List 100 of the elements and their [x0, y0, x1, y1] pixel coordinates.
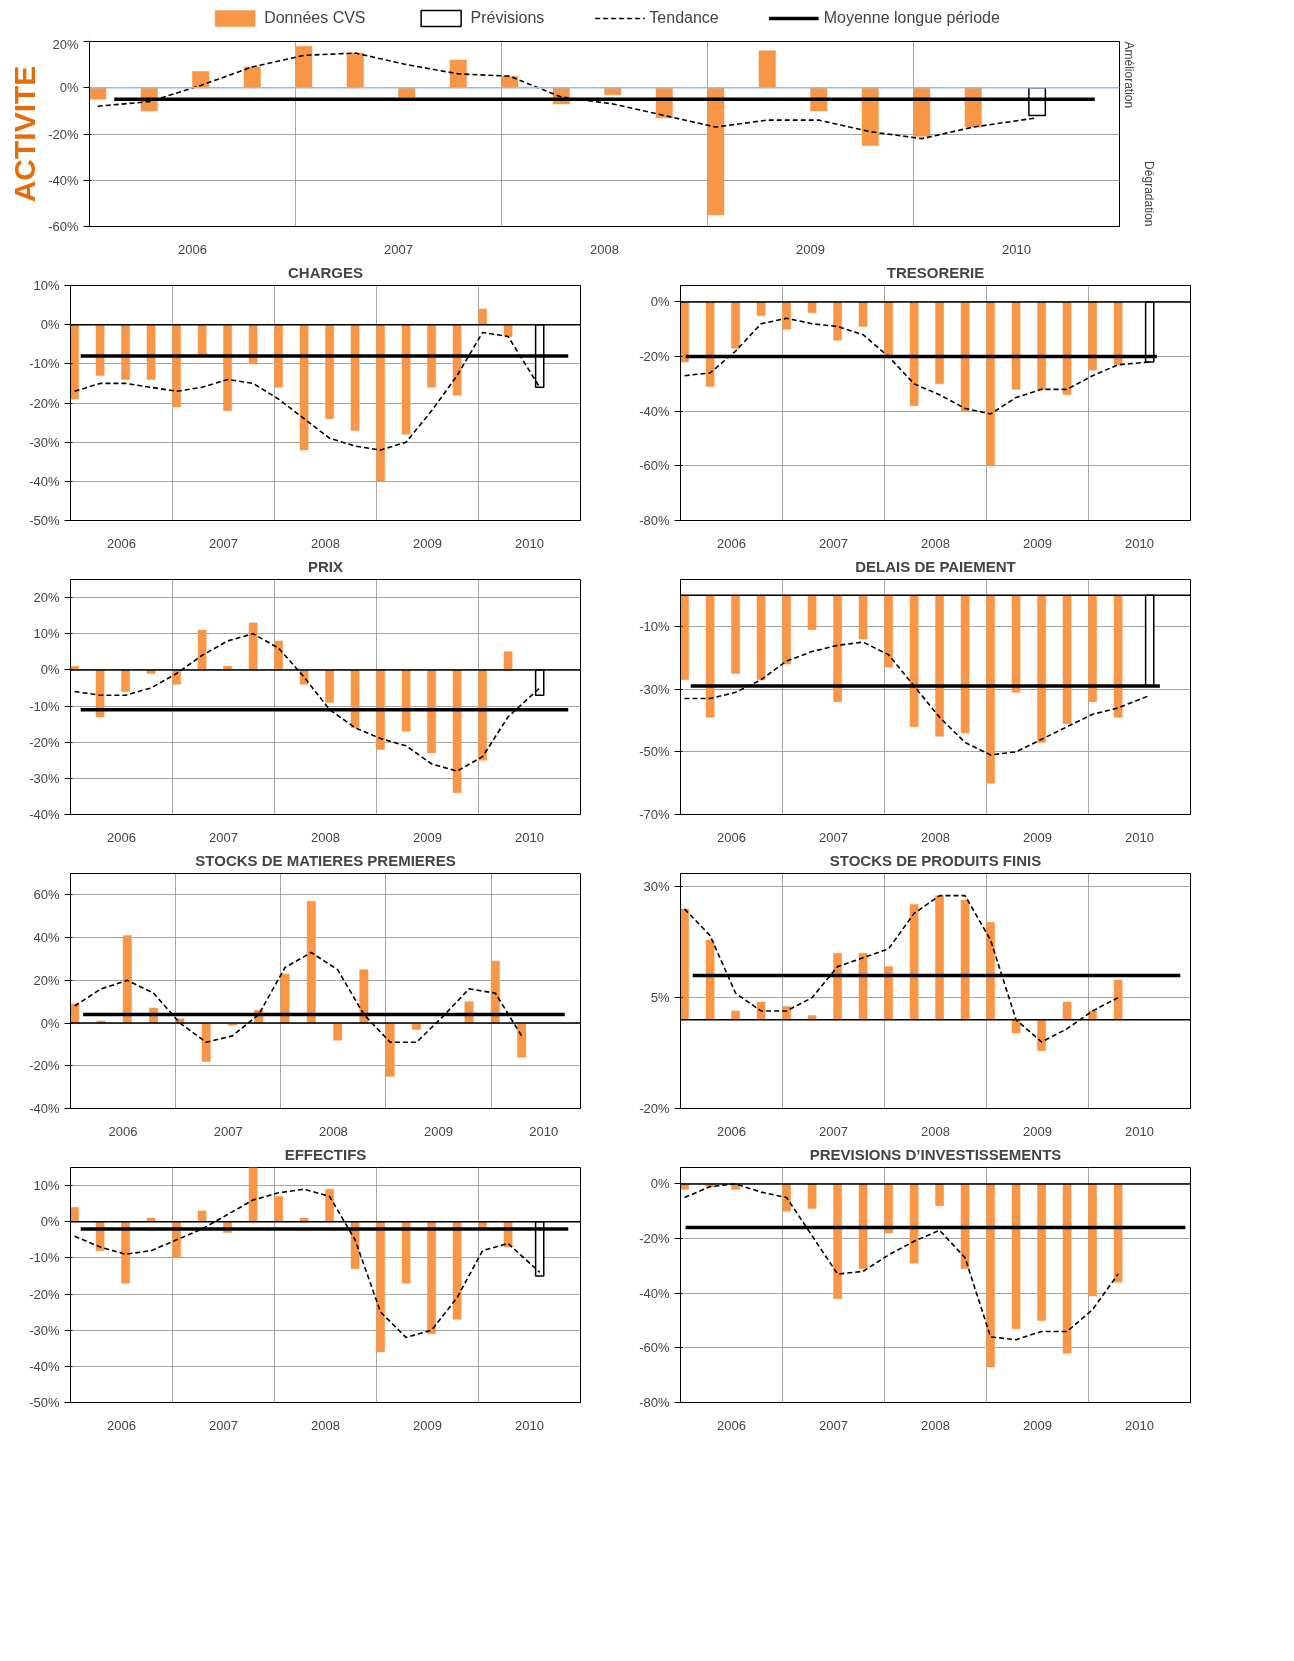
chart-title: DELAIS DE PAIEMENT	[855, 557, 1016, 575]
y-tick-label: -10%	[29, 1250, 60, 1266]
y-tick-label: 0%	[650, 294, 670, 310]
x-tick-label: 2006	[108, 1123, 138, 1139]
y-tick-label: -60%	[639, 458, 670, 474]
text: Dégradation	[1141, 161, 1156, 227]
x-tick-label: 2010	[515, 829, 544, 845]
x-tick-label: 2006	[717, 1123, 746, 1139]
y-tick-label: 0%	[40, 662, 60, 678]
y-tick-label: -30%	[639, 681, 670, 697]
bar	[295, 45, 313, 88]
x-tick-label: 2008	[921, 535, 950, 551]
y-tick-label: -50%	[639, 744, 670, 760]
x-tick-label: 2008	[921, 829, 950, 845]
y-tick-label: -50%	[29, 513, 60, 528]
x-tick-label: 2008	[311, 829, 340, 845]
x-tick-label: 2009	[424, 1123, 453, 1139]
y-tick-label: -60%	[639, 1340, 670, 1356]
x-tick-label: 2008	[921, 1417, 950, 1433]
y-tick-label: 10%	[33, 626, 60, 642]
x-tick-label: 2007	[384, 241, 413, 257]
bar	[707, 87, 725, 216]
bar	[913, 87, 931, 137]
y-tick-label: 30%	[643, 879, 670, 895]
legend-label: Prévisions	[470, 9, 545, 27]
x-tick-label: 2006	[107, 1417, 136, 1433]
legend-label: Moyenne longue période	[823, 9, 1000, 27]
y-tick-label: 10%	[33, 278, 60, 293]
y-tick-label: 20%	[52, 36, 79, 52]
chart-title: EFFECTIFS	[284, 1145, 367, 1163]
x-tick-label: 2007	[819, 1417, 848, 1433]
x-tick-label: 2008	[921, 1123, 950, 1139]
legend-label: Données CVS	[264, 9, 366, 27]
x-tick-label: 2006	[178, 241, 207, 257]
x-tick-label: 2007	[819, 535, 848, 551]
y-tick-label: -40%	[29, 473, 60, 489]
y-tick-label: -50%	[29, 1395, 60, 1410]
y-tick-label: -20%	[29, 1058, 60, 1074]
y-tick-label: -20%	[639, 349, 670, 365]
x-tick-label: 2010	[1125, 535, 1154, 551]
y-tick-label: 10%	[33, 1178, 60, 1194]
y-tick-label: -20%	[639, 1101, 670, 1116]
y-tick-label: -20%	[29, 395, 60, 411]
y-tick-label: -10%	[639, 619, 670, 634]
x-tick-label: 2009	[413, 1417, 442, 1433]
y-tick-label: 0%	[40, 1015, 60, 1031]
y-tick-label: 40%	[33, 930, 60, 946]
x-tick-label: 2010	[515, 1417, 544, 1433]
x-tick-label: 2010	[1125, 1417, 1154, 1433]
text: ACTIVITE	[7, 65, 41, 203]
chart-title: PRIX	[308, 557, 344, 575]
y-tick-label: -60%	[48, 219, 79, 234]
y-tick-label: -30%	[29, 1322, 60, 1338]
bar	[758, 50, 776, 88]
y-tick-label: 20%	[33, 972, 60, 988]
x-tick-label: 2008	[311, 1417, 340, 1433]
y-tick-label: 5%	[650, 990, 670, 1006]
x-tick-label: 2008	[590, 241, 619, 257]
x-tick-label: 2007	[819, 1123, 848, 1139]
y-tick-label: -80%	[639, 1395, 670, 1410]
x-tick-label: 2007	[209, 535, 238, 551]
bar	[861, 87, 879, 146]
y-tick-label: -20%	[29, 1286, 60, 1302]
y-tick-label: -20%	[48, 126, 79, 142]
y-tick-label: 0%	[40, 1214, 60, 1230]
x-tick-label: 2010	[529, 1123, 559, 1139]
x-tick-label: 2010	[515, 535, 544, 551]
y-tick-label: -40%	[29, 1101, 60, 1116]
y-tick-label: -30%	[29, 434, 60, 450]
x-tick-label: 2009	[1023, 535, 1052, 551]
y-tick-label: -30%	[29, 770, 60, 786]
x-tick-label: 2007	[209, 1417, 238, 1433]
x-tick-label: 2006	[717, 829, 746, 845]
y-tick-label: -10%	[29, 698, 60, 714]
x-tick-label: 2009	[1023, 1417, 1052, 1433]
y-tick-label: -70%	[639, 807, 670, 822]
bar	[449, 59, 467, 88]
y-tick-label: -20%	[639, 1231, 670, 1247]
chart-title: STOCKS DE PRODUITS FINIS	[829, 851, 1042, 869]
y-tick-label: -40%	[48, 172, 79, 188]
x-tick-label: 2006	[717, 535, 746, 551]
y-tick-label: -40%	[29, 1358, 60, 1374]
x-tick-label: 2006	[717, 1417, 746, 1433]
legend-label: Tendance	[649, 9, 719, 27]
y-tick-label: -40%	[639, 1285, 670, 1301]
x-tick-label: 2009	[796, 241, 825, 257]
x-tick-label: 2008	[311, 535, 340, 551]
x-tick-label: 2007	[209, 829, 238, 845]
x-tick-label: 2008	[318, 1123, 348, 1139]
chart-title: CHARGES	[288, 263, 364, 281]
y-tick-label: 20%	[33, 590, 60, 606]
chart-title: TRESORERIE	[886, 263, 985, 281]
y-tick-label: 0%	[650, 1176, 670, 1192]
y-tick-label: -80%	[639, 513, 670, 528]
x-tick-label: 2009	[1023, 829, 1052, 845]
x-tick-label: 2007	[213, 1123, 243, 1139]
x-tick-label: 2007	[819, 829, 848, 845]
y-tick-label: 60%	[33, 887, 60, 903]
chart-title: STOCKS DE MATIERES PREMIERES	[195, 851, 456, 869]
bar	[243, 66, 261, 88]
